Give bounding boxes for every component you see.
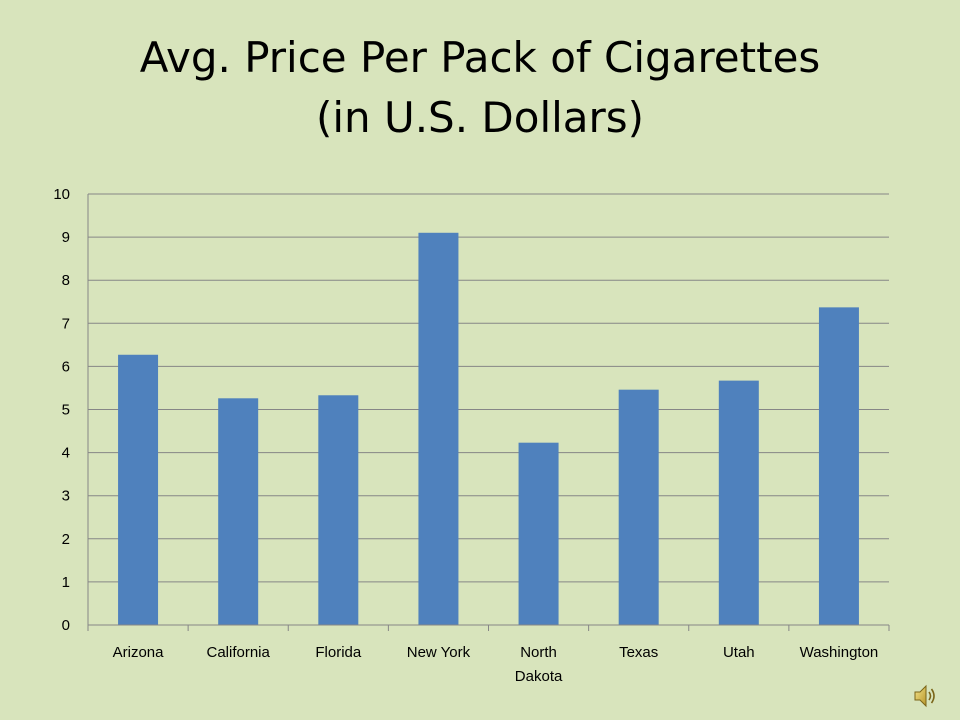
y-tick-label: 9 — [62, 229, 70, 246]
y-tick-label: 8 — [62, 272, 70, 289]
y-tick-label: 5 — [62, 402, 70, 419]
slide-title: Avg. Price Per Pack of Cigarettes (in U.… — [0, 28, 960, 148]
bar — [218, 398, 259, 625]
x-tick-label: New York — [407, 644, 471, 661]
bar — [718, 380, 759, 625]
y-tick-label: 10 — [53, 186, 70, 203]
bar — [618, 389, 659, 625]
title-line-2: (in U.S. Dollars) — [315, 93, 645, 142]
y-tick-label: 0 — [62, 617, 70, 634]
x-tick-label: Utah — [723, 644, 755, 661]
x-tick-label: California — [207, 644, 271, 661]
title-line-1: Avg. Price Per Pack of Cigarettes — [139, 33, 821, 82]
y-tick-label: 2 — [62, 531, 70, 548]
bar — [818, 307, 859, 625]
bar — [318, 395, 359, 625]
speaker-icon-graphic — [914, 684, 935, 708]
x-tick-label: Florida — [315, 644, 362, 661]
bar — [118, 354, 159, 625]
bar — [518, 442, 559, 625]
speaker-icon[interactable] — [912, 682, 940, 710]
x-tick-label: Texas — [619, 644, 658, 661]
y-tick-label: 3 — [62, 488, 70, 505]
y-tick-label: 1 — [62, 574, 70, 591]
x-tick-label: Arizona — [113, 644, 165, 661]
y-tick-label: 4 — [62, 445, 70, 462]
x-tick-label: Washington — [800, 644, 879, 661]
x-tick-label: North Dakota — [515, 644, 563, 685]
y-tick-label: 7 — [62, 315, 70, 332]
y-tick-label: 6 — [62, 358, 70, 375]
bar — [418, 232, 459, 626]
